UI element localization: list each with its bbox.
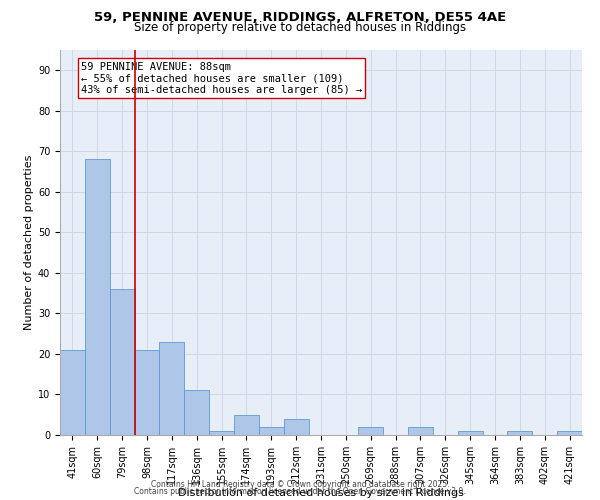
Bar xyxy=(408,427,433,435)
Bar xyxy=(557,431,582,435)
Y-axis label: Number of detached properties: Number of detached properties xyxy=(24,155,34,330)
Bar xyxy=(60,350,85,435)
Text: 59, PENNINE AVENUE, RIDDINGS, ALFRETON, DE55 4AE: 59, PENNINE AVENUE, RIDDINGS, ALFRETON, … xyxy=(94,11,506,24)
Bar xyxy=(234,414,259,435)
Text: 59 PENNINE AVENUE: 88sqm
← 55% of detached houses are smaller (109)
43% of semi-: 59 PENNINE AVENUE: 88sqm ← 55% of detach… xyxy=(81,62,362,95)
Bar xyxy=(134,350,160,435)
Bar xyxy=(358,427,383,435)
Bar xyxy=(184,390,209,435)
Text: Contains public sector information licensed under the Open Government Licence v3: Contains public sector information licen… xyxy=(134,487,466,496)
Bar xyxy=(458,431,482,435)
Bar xyxy=(85,160,110,435)
Text: Size of property relative to detached houses in Riddings: Size of property relative to detached ho… xyxy=(134,22,466,35)
Bar xyxy=(259,427,284,435)
Text: Contains HM Land Registry data © Crown copyright and database right 2025.: Contains HM Land Registry data © Crown c… xyxy=(151,480,449,489)
Bar xyxy=(508,431,532,435)
Bar xyxy=(284,419,308,435)
Bar xyxy=(160,342,184,435)
X-axis label: Distribution of detached houses by size in Riddings: Distribution of detached houses by size … xyxy=(178,488,464,498)
Bar xyxy=(209,431,234,435)
Bar xyxy=(110,289,134,435)
